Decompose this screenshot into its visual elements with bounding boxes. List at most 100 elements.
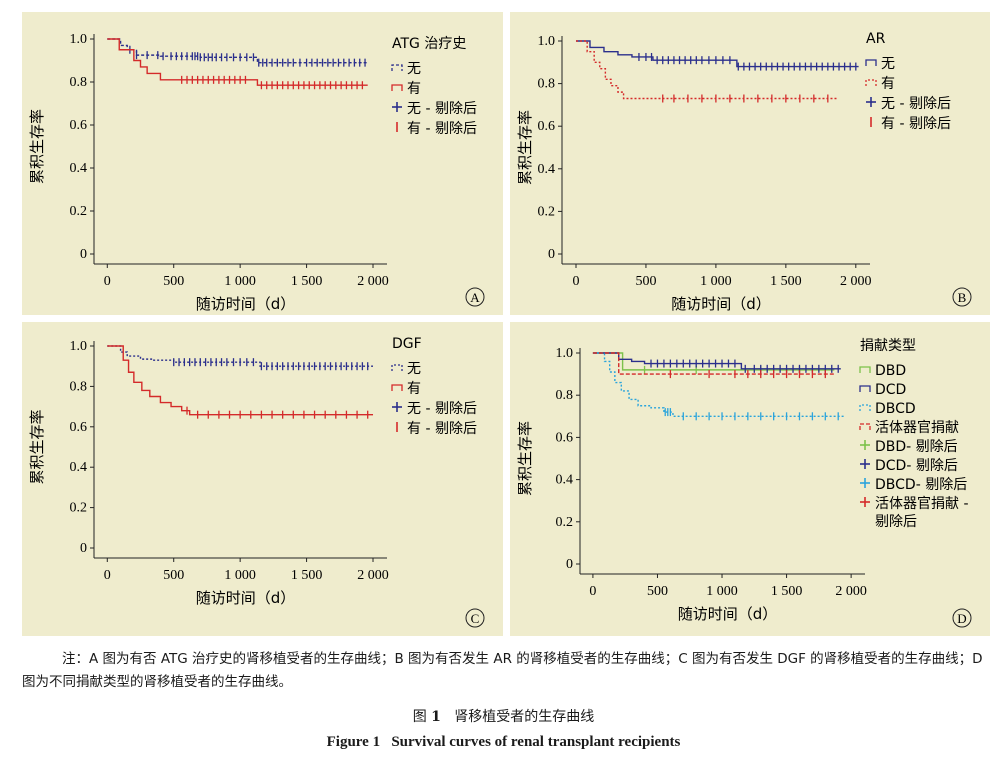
- legend-label: 活体器官捐献 -: [875, 496, 969, 512]
- x-tick-label: 0: [572, 274, 579, 289]
- x-tick-label: 1 500: [291, 274, 323, 289]
- legend-item: 有: [391, 381, 421, 397]
- chart-c: 0 0.2 0.4 0.6 0.8 1.0 0 500 1 000 1 500 2 000 随访时间（…: [28, 336, 485, 628]
- y-tick-label: 0.2: [70, 501, 88, 516]
- legend-swatch: [391, 84, 403, 91]
- x-tick-label: 0: [589, 584, 596, 599]
- y-tick-label: 0.2: [538, 204, 556, 219]
- y-tick-label: 0.8: [556, 388, 574, 403]
- y-axis-title: 累积生存率: [516, 421, 534, 496]
- legend-item: 无: [391, 61, 421, 77]
- y-tick-label: 0.2: [70, 204, 88, 219]
- legend-swatch: [859, 385, 871, 392]
- legend-item: 有 - 剔除后: [870, 116, 951, 132]
- legend-item: 有 - 剔除后: [396, 421, 477, 437]
- series-line-2: [107, 345, 374, 416]
- panel-a: 0 0.2 0.4 0.6 0.8 1.0 0 500 1 000 1 500 2 000 随访时间（…: [22, 12, 503, 315]
- y-tick-label: 0: [80, 541, 87, 556]
- caption-cn-prefix: 图: [412, 709, 432, 725]
- y-tick-label: 0: [566, 557, 573, 572]
- panel-label-circle: [952, 287, 972, 307]
- x-tick-label: 0: [104, 274, 111, 289]
- legend-label: 有 - 剔除后: [407, 421, 477, 437]
- legend-label: 有 - 剔除后: [881, 116, 951, 132]
- legend-label: DBD: [875, 363, 906, 379]
- figure-caption-en: Figure 1 Survival curves of renal transp…: [0, 734, 1007, 751]
- series-line-1: [107, 345, 374, 367]
- legend-item: DBD: [859, 363, 906, 379]
- y-tick-label: 0.6: [556, 430, 574, 445]
- x-axis-title: 随访时间（d）: [678, 605, 778, 623]
- x-tick-label: 2 000: [835, 584, 867, 599]
- legend-item: 活体器官捐献 - 剔除后: [860, 496, 969, 530]
- legend-label: DBCD- 剔除后: [875, 477, 967, 493]
- y-tick-label: 1.0: [538, 34, 556, 49]
- series-line-1: [592, 352, 835, 371]
- legend-label: 有: [407, 81, 421, 97]
- series-line-2: [575, 40, 838, 100]
- y-tick-label: 0.4: [70, 460, 88, 475]
- x-tick-label: 1 500: [770, 274, 802, 289]
- y-tick-label: 0.8: [538, 77, 556, 92]
- caption-cn-text: 肾移植受者的生存曲线: [454, 709, 595, 725]
- panel-label-circle: [952, 608, 972, 628]
- legend-label: 无: [407, 361, 421, 377]
- y-tick-label: 0.6: [538, 119, 556, 134]
- series-line-4: [592, 352, 835, 375]
- legend-title: DGF: [392, 336, 422, 352]
- caption-en-text: Survival curves of renal transplant reci…: [391, 734, 681, 750]
- legend-item: 无 - 剔除后: [866, 96, 951, 112]
- legend-swatch: [865, 59, 877, 66]
- legend-swatch: [865, 79, 877, 86]
- x-tick-label: 0: [104, 568, 111, 583]
- legend-item: 无: [865, 56, 895, 72]
- panel-label: B: [958, 290, 967, 305]
- x-tick-label: 2 000: [357, 274, 389, 289]
- legend-item: 有: [391, 81, 421, 97]
- x-tick-label: 1 000: [224, 568, 256, 583]
- legend-label: DBCD: [875, 401, 916, 417]
- legend-item: 活体器官捐献: [859, 420, 959, 436]
- y-tick-label: 0: [80, 247, 87, 262]
- y-tick-label: 0.4: [70, 161, 88, 176]
- panel-c: 0 0.2 0.4 0.6 0.8 1.0 0 500 1 000 1 500 2 000 随访时间（…: [22, 322, 503, 636]
- x-axis-title: 随访时间（d）: [671, 295, 771, 313]
- y-tick-label: 0.4: [556, 473, 574, 488]
- legend-item: DCD- 剔除后: [860, 458, 958, 474]
- legend-swatch: [391, 364, 403, 371]
- panel-label: D: [957, 611, 966, 626]
- legend-label: 活体器官捐献: [875, 420, 959, 436]
- panel-label-circle: [465, 287, 485, 307]
- legend-label: 有: [881, 76, 895, 92]
- legend-label: 无: [881, 56, 895, 72]
- legend-swatch: [859, 366, 871, 373]
- y-axis-title: 累积生存率: [516, 110, 534, 185]
- legend-title: 捐献类型: [860, 338, 916, 354]
- x-tick-label: 1 000: [700, 274, 732, 289]
- figure-note: 注：A 图为有否 ATG 治疗史的肾移植受者的生存曲线；B 图为有否发生 AR …: [22, 651, 983, 690]
- y-tick-label: 0.6: [70, 420, 88, 435]
- panel-b: 0 0.2 0.4 0.6 0.8 1.0 0 500 1 000 1 500 2 000 随访时间（…: [510, 12, 990, 315]
- y-tick-label: 0.2: [556, 515, 574, 530]
- legend-item: 无: [391, 361, 421, 377]
- series-line-2: [107, 38, 368, 86]
- legend-swatch: [859, 423, 871, 430]
- panel-label: C: [471, 611, 480, 626]
- x-axis-title: 随访时间（d）: [196, 589, 296, 607]
- y-tick-label: 1.0: [70, 339, 88, 354]
- y-tick-label: 1.0: [556, 346, 574, 361]
- panel-d: 0 0.2 0.4 0.6 0.8 1.0 0 500 1 000 1 500 2 000 随访时间（…: [510, 322, 990, 636]
- legend-item: 有: [865, 76, 895, 92]
- chart-a: 0 0.2 0.4 0.6 0.8 1.0 0 500 1 000 1 500 2 000 随访时间（…: [28, 32, 485, 313]
- y-tick-label: 0.6: [70, 118, 88, 133]
- legend-label: 无 - 剔除后: [407, 401, 477, 417]
- legend-item: 有 - 剔除后: [396, 121, 477, 137]
- series-line-2: [592, 352, 841, 370]
- x-tick-label: 500: [635, 274, 656, 289]
- legend-swatch: [391, 64, 403, 71]
- legend-label: DCD: [875, 382, 906, 398]
- x-tick-label: 500: [163, 274, 184, 289]
- legend-item: DBCD: [859, 401, 916, 417]
- figure-caption-cn: 图 1 肾移植受者的生存曲线: [0, 706, 1007, 726]
- x-tick-label: 1 000: [224, 274, 256, 289]
